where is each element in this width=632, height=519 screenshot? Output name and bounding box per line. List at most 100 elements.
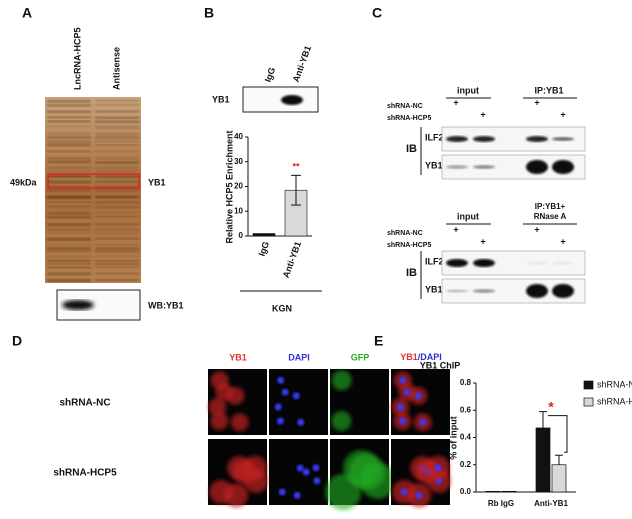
cell (242, 455, 267, 480)
gel-band (95, 144, 139, 147)
y-tick-label: 20 (234, 182, 243, 191)
blot-label: WB:YB1 (148, 300, 184, 310)
row-label: shRNA-HCP5 (53, 468, 117, 479)
gel-band (95, 132, 139, 136)
gel-band (47, 266, 91, 269)
nucleus (296, 464, 304, 472)
y-tick-label: 0.2 (460, 460, 472, 469)
blot-label: YB1 (212, 94, 230, 104)
gel-band (95, 227, 139, 232)
gel-band (47, 185, 91, 188)
gel-band (47, 247, 91, 251)
column-label: YB1 (229, 352, 247, 362)
column-label: GFP (351, 352, 370, 362)
blot-band (552, 137, 574, 141)
nucleus (414, 392, 422, 400)
blot-band (473, 165, 495, 169)
cell (208, 398, 227, 417)
cell (210, 412, 229, 431)
gel-band (95, 211, 139, 214)
x-tick-label: IgG (257, 240, 272, 258)
legend-label: shRNA-NC (597, 379, 632, 389)
gel-band (47, 144, 91, 147)
nucleus (277, 376, 285, 384)
chart-title: YB1 ChIP (420, 360, 461, 370)
gel-band (47, 255, 91, 258)
merge-part: /DAPI (418, 352, 442, 362)
gel-band (95, 150, 139, 152)
plus-sign: + (534, 224, 539, 234)
gel-band (47, 125, 91, 128)
cell (230, 413, 249, 432)
legend-swatch (583, 397, 594, 407)
nucleus (276, 417, 284, 425)
significance-bracket (548, 415, 568, 453)
plus-sign: + (560, 236, 565, 246)
ib-label: IB (406, 143, 417, 155)
gel-band (47, 140, 91, 144)
gel-band (95, 103, 139, 106)
gel-band (95, 247, 139, 251)
gel-band (47, 188, 91, 192)
gel-band (47, 195, 91, 199)
lane-label: Antisense (111, 47, 121, 90)
group-label: input (457, 85, 479, 95)
gel-band (47, 156, 91, 161)
cell (226, 386, 245, 405)
nucleus (403, 388, 411, 396)
cell-label: KGN (272, 303, 292, 313)
nucleus (297, 418, 305, 426)
gel-band (95, 250, 139, 253)
nucleus (302, 468, 310, 476)
gel-band (47, 116, 91, 119)
nucleus (293, 491, 301, 499)
gfp-cell (331, 411, 352, 432)
blot-band (473, 259, 495, 267)
gel-band (95, 205, 139, 209)
significance: ** (292, 162, 300, 172)
nucleus (274, 403, 282, 411)
plus-sign: + (480, 109, 485, 119)
gel-band (47, 166, 91, 169)
blot-band (281, 95, 303, 105)
gel-band (47, 110, 91, 113)
gel-band (95, 166, 139, 169)
group-label: RNase A (534, 212, 567, 221)
y-axis-label: % of input (448, 416, 458, 460)
western-blot (242, 86, 319, 113)
gfp-cell (359, 462, 396, 499)
blot-label: ILF2 (425, 132, 444, 142)
gel-band (95, 188, 139, 192)
group-label: IP:YB1+ (535, 202, 566, 211)
blot-band (552, 160, 574, 174)
gel-band (47, 227, 91, 231)
group-label: IP:YB1 (534, 85, 563, 95)
gel-band (47, 136, 91, 139)
row-label: shRNA-NC (387, 230, 423, 237)
nucleus (415, 491, 423, 499)
plus-sign: + (480, 236, 485, 246)
plus-sign: + (453, 224, 458, 234)
lane-label: LncRNA-HCP5 (72, 27, 82, 90)
y-axis-label: Relative HCP5 Enrichment (224, 130, 234, 243)
bar (485, 490, 501, 493)
blot-band (552, 284, 574, 298)
gel-band (95, 195, 139, 199)
gel-band (95, 180, 139, 183)
panel-letter: B (204, 5, 214, 21)
marker-label: 49kDa (10, 177, 38, 187)
column-label: DAPI (288, 352, 310, 362)
group-label: input (457, 211, 479, 221)
nucleus (312, 464, 320, 472)
plus-sign: + (534, 97, 539, 107)
blot-band (526, 284, 548, 298)
column-label: YB1/DAPI (400, 352, 442, 362)
gel-band (47, 175, 91, 178)
bar (551, 464, 567, 493)
legend-swatch (583, 380, 594, 390)
gel-band (47, 211, 91, 215)
blot-band (526, 136, 548, 142)
gel-band (95, 116, 139, 120)
gel-band (95, 110, 139, 113)
nucleus (419, 418, 427, 426)
